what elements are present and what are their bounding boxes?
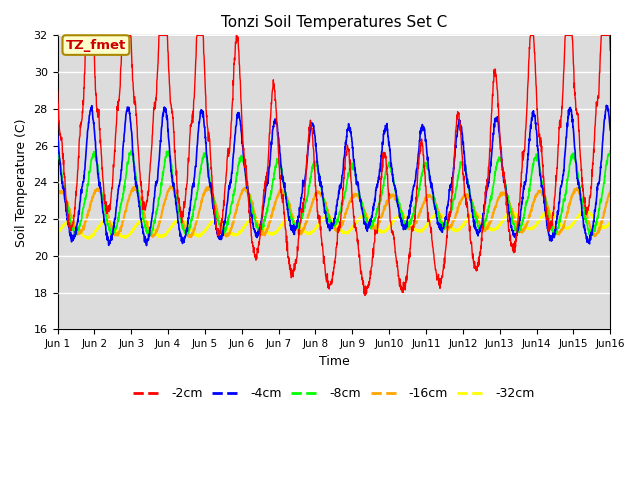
Title: Tonzi Soil Temperatures Set C: Tonzi Soil Temperatures Set C <box>221 15 447 30</box>
X-axis label: Time: Time <box>319 355 349 368</box>
Legend: -2cm, -4cm, -8cm, -16cm, -32cm: -2cm, -4cm, -8cm, -16cm, -32cm <box>129 383 540 406</box>
Y-axis label: Soil Temperature (C): Soil Temperature (C) <box>15 118 28 247</box>
Text: TZ_fmet: TZ_fmet <box>66 38 126 51</box>
